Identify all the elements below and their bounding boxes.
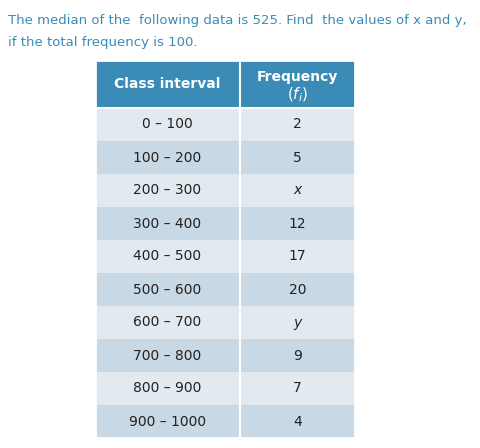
Bar — [95, 141, 355, 174]
Text: 100 – 200: 100 – 200 — [133, 151, 202, 164]
Bar — [95, 60, 355, 108]
Bar — [95, 273, 355, 306]
Text: 12: 12 — [288, 216, 306, 231]
Text: 200 – 300: 200 – 300 — [133, 184, 202, 198]
Text: 600 – 700: 600 – 700 — [133, 315, 202, 329]
Text: 7: 7 — [293, 382, 302, 396]
Text: The median of the  following data is 525. Find  the values of x and y,: The median of the following data is 525.… — [8, 14, 467, 27]
Text: Frequency: Frequency — [257, 70, 338, 84]
Bar — [95, 372, 355, 405]
Text: 300 – 400: 300 – 400 — [133, 216, 202, 231]
Bar — [95, 240, 355, 273]
Text: x: x — [293, 184, 301, 198]
Text: Class interval: Class interval — [114, 77, 221, 91]
Text: 17: 17 — [288, 250, 306, 263]
Text: 900 – 1000: 900 – 1000 — [129, 414, 206, 428]
Bar — [95, 207, 355, 240]
Bar — [95, 339, 355, 372]
Bar — [95, 108, 355, 141]
Text: 800 – 900: 800 – 900 — [133, 382, 202, 396]
Bar — [95, 174, 355, 207]
Text: $(f_i)$: $(f_i)$ — [287, 86, 308, 104]
Text: 9: 9 — [293, 349, 302, 362]
Text: if the total frequency is 100.: if the total frequency is 100. — [8, 36, 197, 49]
Text: 700 – 800: 700 – 800 — [133, 349, 202, 362]
Text: y: y — [293, 315, 301, 329]
Text: 5: 5 — [293, 151, 302, 164]
Text: 0 – 100: 0 – 100 — [142, 117, 193, 132]
Text: 4: 4 — [293, 414, 302, 428]
Text: 20: 20 — [289, 283, 306, 297]
Text: 400 – 500: 400 – 500 — [133, 250, 202, 263]
Bar — [95, 60, 355, 438]
Text: 2: 2 — [293, 117, 302, 132]
Bar — [95, 405, 355, 438]
Bar — [95, 306, 355, 339]
Text: 500 – 600: 500 – 600 — [133, 283, 202, 297]
